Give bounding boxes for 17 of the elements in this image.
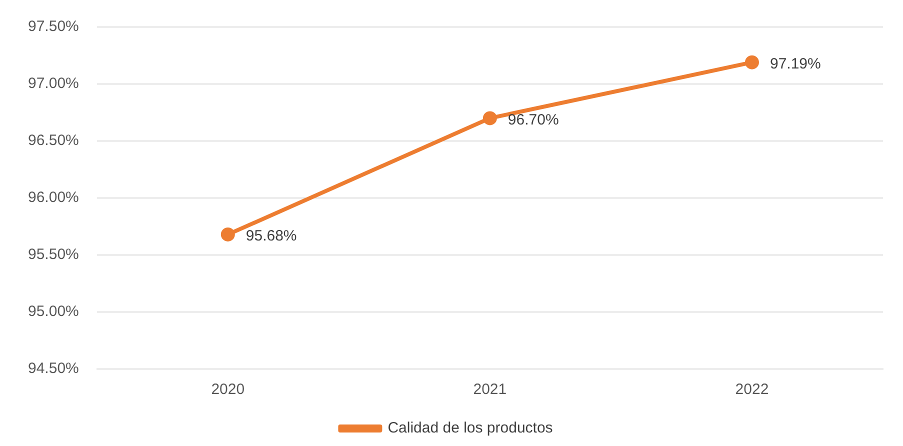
y-tick-label: 96.00% — [28, 189, 79, 206]
x-tick-label: 2022 — [735, 381, 769, 398]
y-tick-label: 97.00% — [28, 75, 79, 92]
point — [482, 111, 497, 126]
y-tick-label: 94.50% — [28, 360, 79, 378]
data-label: 96.70% — [508, 111, 559, 128]
data-label: 97.19% — [770, 55, 821, 72]
point — [220, 227, 235, 242]
y-tick-label: 97.50% — [28, 18, 79, 36]
data-label: 95.68% — [246, 228, 297, 245]
legend-label: Calidad de los productos — [388, 420, 553, 437]
point — [744, 55, 759, 70]
y-tick-label: 95.00% — [28, 303, 79, 320]
y-tick-label: 95.50% — [28, 246, 79, 264]
x-tick-label: 2021 — [473, 381, 507, 398]
x-tick-label: 2020 — [211, 381, 245, 398]
y-tick-label: 96.50% — [28, 132, 79, 150]
